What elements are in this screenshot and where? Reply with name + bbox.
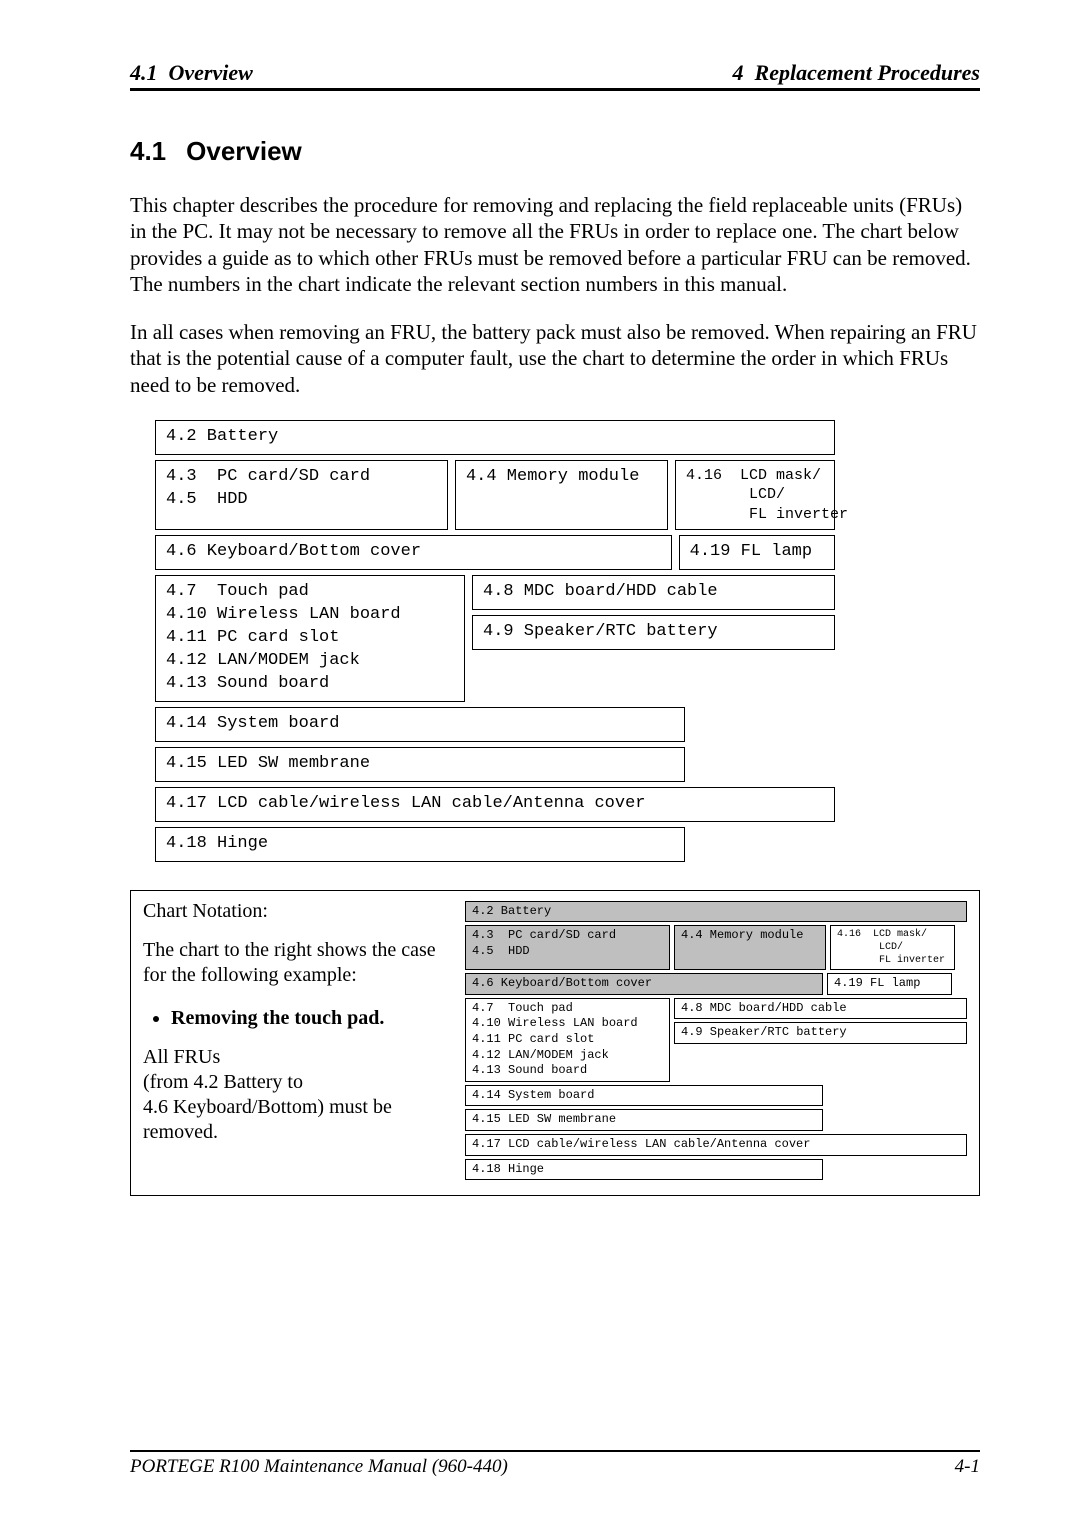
schart-cell: 4.16 LCD mask/ LCD/ FL inverter [830,925,955,970]
header-left: 4.1 Overview [130,60,253,86]
footer-right: 4-1 [955,1456,980,1478]
schart-cell: 4.19 FL lamp [827,973,952,995]
schart-cell: 4.2 Battery [465,901,967,923]
schart-cell: 4.18 Hinge [465,1159,823,1181]
chart-cell: 4.19 FL lamp [679,535,835,570]
chart-cell: 4.3 PC card/SD card 4.5 HDD [155,460,448,531]
notation-para: The chart to the right shows the case fo… [143,938,449,988]
paragraph-2: In all cases when removing an FRU, the b… [130,319,980,398]
fru-chart-small: 4.2 Battery 4.3 PC card/SD card 4.5 HDD … [465,901,967,1181]
notation-title: Chart Notation: [143,899,449,924]
schart-cell: 4.9 Speaker/RTC battery [674,1022,967,1044]
schart-cell: 4.15 LED SW membrane [465,1109,823,1131]
chart-notation-panel: Chart Notation: The chart to the right s… [130,890,980,1197]
chart-cell: 4.4 Memory module [455,460,668,531]
notation-para-2: All FRUs (from 4.2 Battery to 4.6 Keyboa… [143,1045,449,1145]
chart-cell: 4.16 LCD mask/ LCD/ FL inverter [675,460,835,531]
notation-bullet: Removing the touch pad. [171,1006,449,1031]
chart-cell: 4.8 MDC board/HDD cable [472,575,835,610]
chart-cell: 4.15 LED SW membrane [155,747,685,782]
schart-cell: 4.3 PC card/SD card 4.5 HDD [465,925,670,970]
schart-cell: 4.7 Touch pad 4.10 Wireless LAN board 4.… [465,998,670,1082]
section-heading: 4.1Overview [130,136,980,167]
schart-cell: 4.6 Keyboard/Bottom cover [465,973,823,995]
chart-cell: 4.7 Touch pad 4.10 Wireless LAN board 4.… [155,575,465,702]
fru-chart: 4.2 Battery 4.3 PC card/SD card 4.5 HDD … [155,420,835,862]
chart-cell: 4.14 System board [155,707,685,742]
paragraph-1: This chapter describes the procedure for… [130,192,980,297]
schart-cell: 4.8 MDC board/HDD cable [674,998,967,1020]
page-header: 4.1 Overview 4 Replacement Procedures [130,60,980,91]
footer-left: PORTEGE R100 Maintenance Manual (960-440… [130,1456,508,1478]
chart-cell: 4.6 Keyboard/Bottom cover [155,535,672,570]
schart-cell: 4.4 Memory module [674,925,826,970]
header-right: 4 Replacement Procedures [733,60,980,86]
page-footer: PORTEGE R100 Maintenance Manual (960-440… [130,1450,980,1478]
schart-cell: 4.17 LCD cable/wireless LAN cable/Antenn… [465,1134,967,1156]
chart-cell: 4.18 Hinge [155,827,685,862]
chart-cell: 4.2 Battery [155,420,835,455]
schart-cell: 4.14 System board [465,1085,823,1107]
chart-cell: 4.9 Speaker/RTC battery [472,615,835,650]
chart-cell: 4.17 LCD cable/wireless LAN cable/Antenn… [155,787,835,822]
